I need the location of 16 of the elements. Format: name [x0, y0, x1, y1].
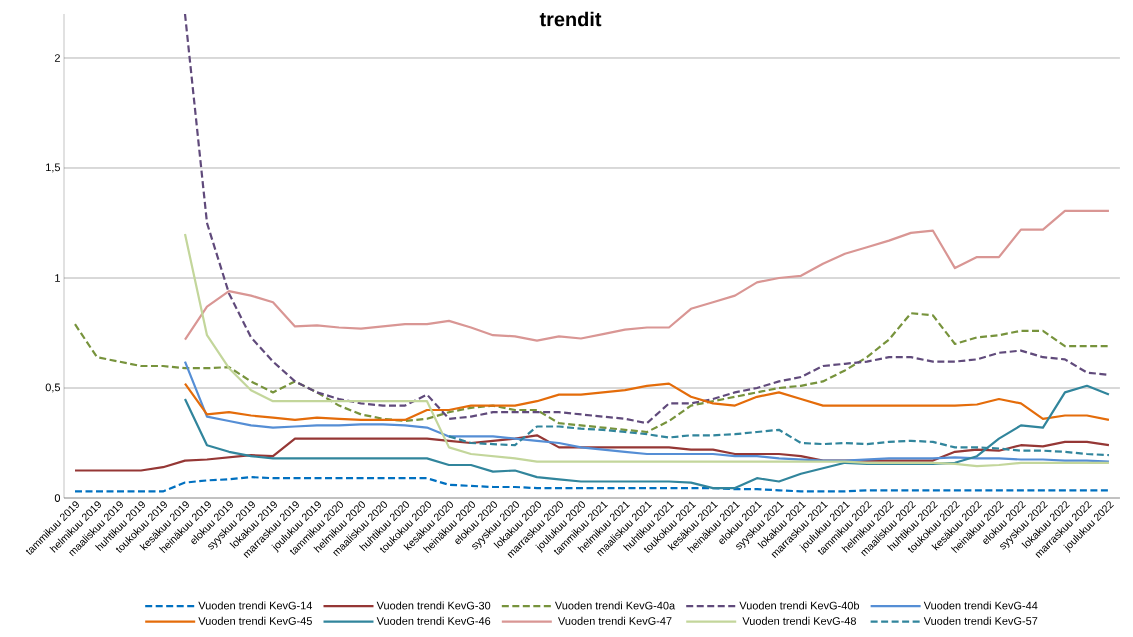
legend-label: Vuoden trendi KevG-47 — [558, 616, 672, 625]
y-tick-label: 1 — [55, 274, 60, 282]
chart-title: trendit — [539, 11, 602, 27]
legend-label: Vuoden trendi KevG-46 — [376, 616, 491, 625]
y-tick-label: 2 — [54, 54, 60, 62]
y-tick-label: 1,5 — [46, 163, 61, 173]
legend-label: Vuoden trendi KevG-44 — [923, 601, 1038, 610]
legend-label: Vuoden trendi KevG-30 — [376, 601, 491, 610]
y-tick-label: 0,5 — [45, 383, 61, 393]
y-tick-label: 0 — [54, 494, 61, 502]
legend-label: Vuoden trendi KevG-40a — [554, 601, 676, 610]
legend-label: Vuoden trendi KevG-14 — [198, 601, 313, 610]
legend-label: Vuoden trendi KevG-48 — [742, 616, 856, 625]
legend-label: Vuoden trendi KevG-57 — [923, 616, 1038, 625]
legend-label: Vuoden trendi KevG-45 — [198, 616, 312, 625]
legend-label: Vuoden trendi KevG-40b — [739, 601, 860, 610]
